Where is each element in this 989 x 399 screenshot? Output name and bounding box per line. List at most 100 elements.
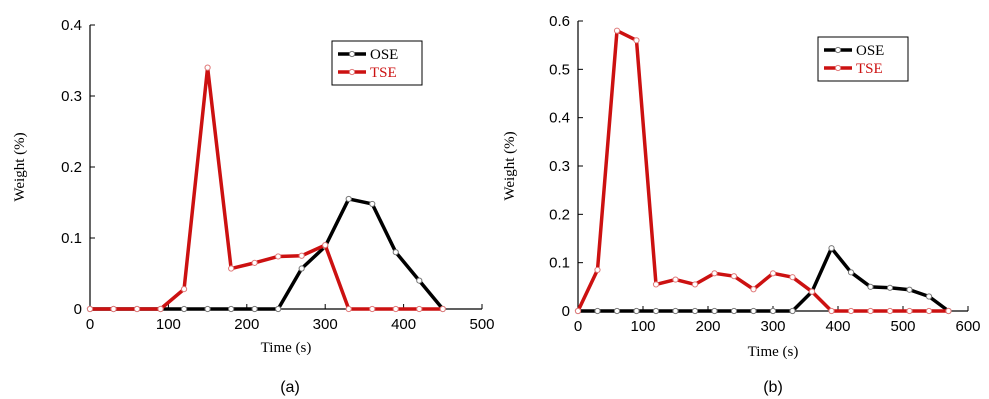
data-point-ose xyxy=(392,249,399,256)
data-point-ose xyxy=(769,307,777,315)
data-point-ose xyxy=(275,305,282,313)
series-line-tse xyxy=(576,28,951,313)
y-tick-label: 0.3 xyxy=(61,88,82,105)
data-point-tse xyxy=(847,307,855,315)
data-point-tse xyxy=(886,307,894,315)
legend-marker xyxy=(348,50,356,58)
y-tick-label: 0.1 xyxy=(61,230,82,247)
data-point-tse xyxy=(633,37,640,44)
data-point-tse xyxy=(439,305,446,313)
legend-label-tse: TSE xyxy=(370,65,397,81)
data-point-ose xyxy=(204,305,211,313)
data-point-tse xyxy=(298,252,305,259)
legend-box xyxy=(817,36,909,82)
x-tick-label: 0 xyxy=(86,316,94,333)
data-point-tse xyxy=(652,281,660,288)
legend-label-tse: TSE xyxy=(856,61,883,77)
data-point-tse xyxy=(228,265,235,272)
data-point-ose xyxy=(730,307,738,315)
x-tick-label: 200 xyxy=(234,316,259,333)
series-line-ose xyxy=(88,197,445,311)
y-tick-label: 0.4 xyxy=(549,110,570,127)
y-tick-label: 0.5 xyxy=(549,61,570,78)
x-tick-label: 600 xyxy=(955,318,980,335)
data-point-ose xyxy=(906,286,913,293)
data-point-tse xyxy=(180,286,188,293)
chart-panel-b: 0 100 200 300 400 500 600 0 0.1 0.2 0.3 0.4 0.5 0.6 Ti… xyxy=(502,13,981,396)
data-point-ose xyxy=(180,305,188,313)
data-point-tse xyxy=(906,307,913,315)
x-tick-label: 500 xyxy=(890,318,915,335)
data-point-ose xyxy=(652,307,660,315)
data-point-tse xyxy=(711,270,718,277)
y-tick-label: 0.6 xyxy=(549,13,570,30)
legend-marker xyxy=(348,68,356,76)
data-point-ose xyxy=(613,307,621,315)
data-point-ose xyxy=(886,284,894,291)
legend-label-ose: OSE xyxy=(370,47,398,63)
y-axis-title: Weight (%) xyxy=(502,131,518,200)
series-line-tse xyxy=(88,65,445,311)
data-point-ose xyxy=(416,277,423,284)
data-point-tse xyxy=(613,27,621,34)
data-point-ose xyxy=(228,305,235,313)
panel-caption: (a) xyxy=(280,379,300,396)
data-point-tse xyxy=(204,64,211,71)
y-tick-label: 0.3 xyxy=(549,158,570,175)
data-point-tse xyxy=(157,305,164,313)
x-tick-label: 400 xyxy=(391,316,416,333)
data-point-tse xyxy=(251,259,258,266)
data-point-ose xyxy=(594,307,601,315)
y-axis-title: Weight (%) xyxy=(12,132,28,201)
x-tick-label: 100 xyxy=(156,316,181,333)
legend-box xyxy=(331,40,423,86)
series-line-ose xyxy=(576,246,951,313)
data-point-ose xyxy=(633,307,640,315)
x-tick-label: 400 xyxy=(825,318,850,335)
x-tick-label: 300 xyxy=(760,318,785,335)
data-point-tse xyxy=(789,274,796,281)
data-point-ose xyxy=(750,307,757,315)
x-axis-title: Time (s) xyxy=(261,340,312,356)
data-point-tse xyxy=(345,305,352,313)
data-point-tse xyxy=(133,305,141,313)
y-tick-label: 0.2 xyxy=(61,159,82,176)
data-point-tse xyxy=(750,286,757,293)
data-point-tse xyxy=(392,305,399,313)
data-point-tse xyxy=(86,305,94,313)
x-tick-label: 0 xyxy=(574,318,582,335)
x-tick-label: 300 xyxy=(313,316,338,333)
data-point-ose xyxy=(867,283,874,290)
data-point-ose xyxy=(789,307,796,315)
data-point-tse xyxy=(808,288,816,295)
data-point-tse xyxy=(691,281,699,288)
data-point-ose xyxy=(369,200,376,208)
data-point-tse xyxy=(322,242,329,249)
data-point-ose xyxy=(847,269,855,276)
data-point-ose xyxy=(345,195,352,203)
data-point-tse xyxy=(275,253,282,260)
data-point-ose xyxy=(672,307,679,315)
data-point-tse xyxy=(574,307,582,315)
y-tick-label: 0.2 xyxy=(549,206,570,223)
data-point-tse xyxy=(828,307,835,315)
legend-label-ose: OSE xyxy=(856,43,884,59)
data-point-ose xyxy=(691,307,699,315)
data-point-ose xyxy=(251,305,258,313)
data-point-tse xyxy=(769,270,777,277)
data-point-tse xyxy=(867,307,874,315)
data-point-ose xyxy=(925,293,933,300)
x-tick-label: 200 xyxy=(695,318,720,335)
x-tick-label: 100 xyxy=(630,318,655,335)
data-point-tse xyxy=(594,266,601,274)
data-point-ose xyxy=(828,245,835,252)
chart-panel-a: 0 100 200 300 400 500 0 0.1 0.2 0.3 0.4 Time (s) Wei… xyxy=(12,17,495,396)
legend-marker xyxy=(834,64,842,72)
x-axis-title: Time (s) xyxy=(748,344,799,360)
y-tick-label: 0.1 xyxy=(549,255,570,272)
data-point-tse xyxy=(945,307,952,315)
data-point-tse xyxy=(416,305,423,313)
data-point-tse xyxy=(730,273,738,280)
data-point-tse xyxy=(925,307,933,315)
